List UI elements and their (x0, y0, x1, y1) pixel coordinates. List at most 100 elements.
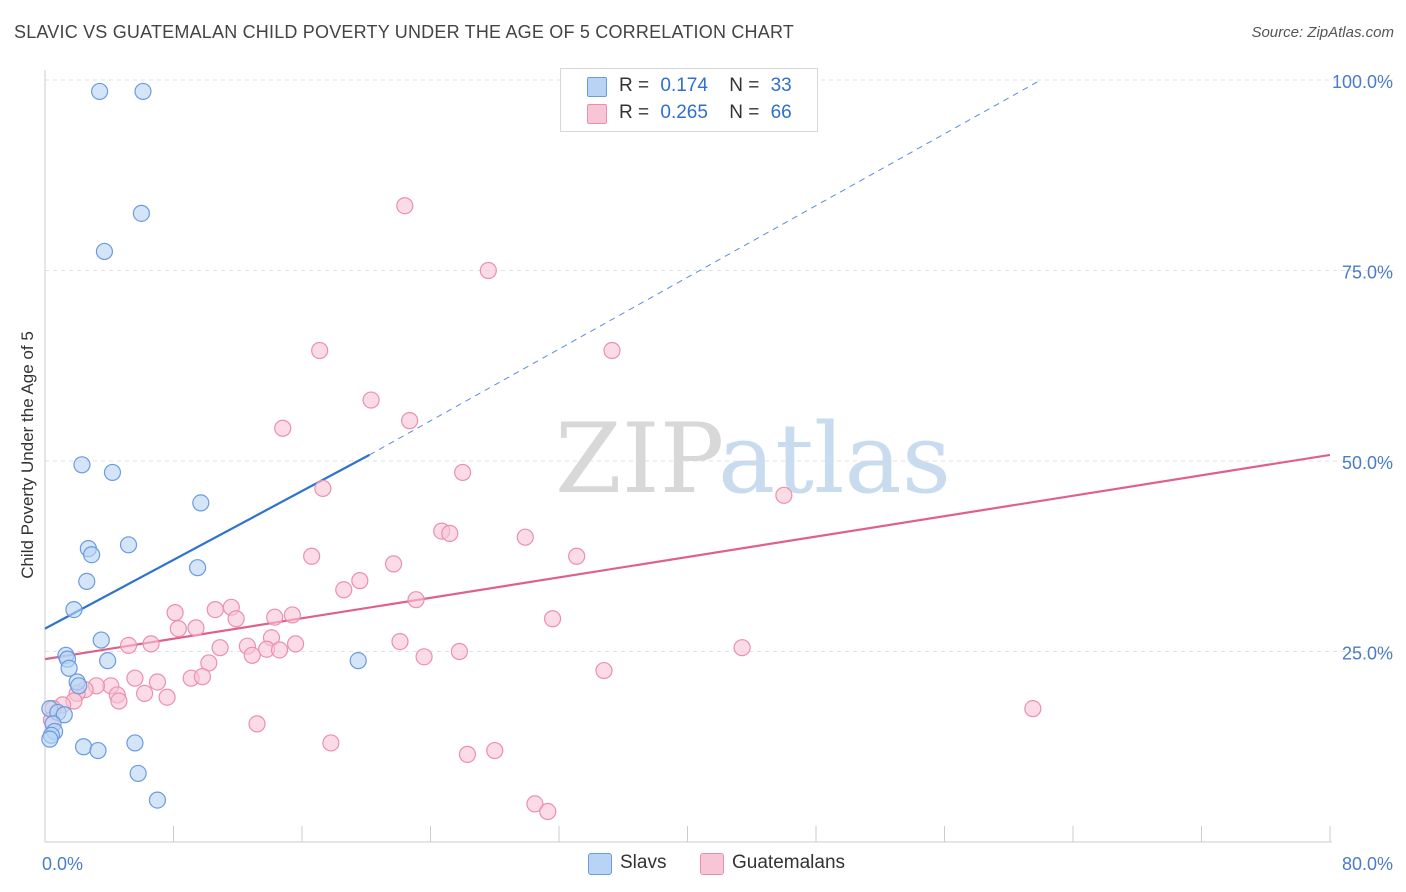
slavs-point (103, 463, 122, 482)
guatemalans-point (526, 795, 544, 813)
legend-n-value: 66 (770, 102, 792, 123)
slavs-trend-extension (369, 79, 1042, 456)
slavs-points (41, 82, 367, 809)
guatemalans-legend-swatch (700, 853, 724, 875)
guatemalans-point (458, 745, 477, 763)
guatemalans-point (539, 802, 557, 821)
correlation-legend: R = 0.174 N = 33 R = 0.265 N = 66 (560, 68, 818, 132)
guatemalans-point (303, 547, 321, 565)
slavs-point (41, 730, 59, 748)
slavs-point (70, 677, 88, 695)
guatemalans-point (335, 581, 353, 599)
y-axis-label: Child Poverty Under the Age of 5 (18, 331, 37, 579)
slavs-point (55, 706, 73, 724)
guatemalans-point (311, 341, 329, 360)
slavs-point (92, 631, 110, 649)
source-label: Source: ZipAtlas.com (1251, 24, 1394, 41)
guatemalans-point (568, 547, 586, 565)
watermark-atlas: atlas (718, 403, 951, 515)
y-tick-label: 25.0% (1342, 644, 1393, 664)
guatemalans-point (158, 688, 176, 706)
slavs-point (349, 652, 367, 670)
guatemalans-point (733, 639, 751, 657)
guatemalans-point (148, 673, 167, 691)
y-tick-label: 50.0% (1342, 453, 1393, 473)
guatemalans-point (169, 620, 187, 638)
guatemalans-point (396, 197, 414, 215)
legend-r-value: 0.265 (660, 102, 708, 123)
slavs-trend-line (44, 453, 370, 630)
guatemalans-point (270, 641, 289, 659)
x-tick-label-min: 0.0% (42, 854, 83, 874)
guatemalans-point (543, 610, 562, 628)
watermark: ZIP atlas (555, 403, 951, 515)
guatemalans-point (450, 642, 469, 661)
guatemalans-points (42, 197, 1042, 821)
legend-n-label: N = (729, 75, 760, 96)
guatemalans-point (384, 555, 403, 573)
guatemalans-point (401, 412, 419, 430)
guatemalans-point (415, 648, 433, 666)
guatemalans-point (362, 391, 380, 409)
slavs-legend-label: Slavs (620, 852, 667, 873)
guatemalans-point (454, 463, 472, 482)
guatemalans-point (407, 591, 425, 609)
guatemalans-point (391, 632, 409, 651)
guatemalans-point (243, 646, 261, 664)
guatemalans-point (266, 608, 284, 626)
slavs-swatch (587, 77, 607, 97)
y-tick-label: 75.0% (1342, 263, 1393, 283)
guatemalans-point (1024, 700, 1042, 718)
legend-n-label: N = (729, 102, 760, 123)
slavs-point (119, 536, 138, 554)
guatemalans-legend-label: Guatemalans (732, 852, 846, 873)
gridlines (45, 79, 1395, 652)
legend-r-label: R = (619, 75, 650, 96)
slavs-point (82, 546, 101, 564)
slavs-point (73, 456, 91, 474)
guatemalans-point (595, 661, 613, 680)
slavs-point (74, 738, 93, 756)
slavs-point (126, 734, 144, 752)
slavs-point (132, 204, 150, 222)
slavs-point (95, 242, 114, 261)
guatemalans-point (775, 486, 793, 504)
guatemalans-point (119, 636, 138, 655)
slavs-point (60, 659, 78, 677)
guatemalans-point (248, 715, 266, 733)
guatemalans-point (135, 684, 154, 703)
guatemalans-point (322, 734, 340, 752)
slavs-point (129, 764, 147, 783)
slavs-point (192, 494, 210, 512)
guatemalans-point (211, 639, 229, 657)
guatemalans-point (227, 610, 245, 628)
tick-labels: 25.0% 50.0% 75.0% 100.0% 0.0% 80.0% (42, 72, 1393, 874)
slavs-point (134, 82, 152, 101)
watermark-zip: ZIP (555, 403, 724, 515)
slavs-point (99, 652, 117, 670)
legend-r-label: R = (619, 102, 650, 123)
guatemalans-point (206, 600, 224, 619)
legend-r-value: 0.174 (660, 75, 708, 96)
guatemalans-point (351, 572, 369, 590)
guatemalans-point (516, 528, 534, 546)
legend-n-value: 33 (770, 75, 792, 96)
guatemalans-point (193, 668, 212, 686)
slavs-point (89, 741, 107, 760)
slavs-point (188, 559, 207, 577)
x-tick-label-max: 80.0% (1342, 854, 1393, 874)
y-tick-label: 100.0% (1332, 72, 1393, 92)
guatemalans-point (274, 419, 292, 437)
guatemalans-point (441, 524, 459, 542)
guatemalans-point (286, 635, 305, 653)
guatemalans-point (110, 692, 128, 710)
guatemalans-point (187, 619, 205, 637)
guatemalans-point (126, 669, 144, 687)
slavs-legend-swatch (588, 853, 612, 875)
guatemalans-trend-line (44, 453, 1331, 661)
slavs-point (148, 791, 167, 809)
guatemalans-swatch (587, 104, 607, 124)
slavs-point (65, 600, 83, 619)
series-legend: Slavs Guatemalans (0, 852, 1406, 878)
trend-lines (44, 79, 1331, 661)
